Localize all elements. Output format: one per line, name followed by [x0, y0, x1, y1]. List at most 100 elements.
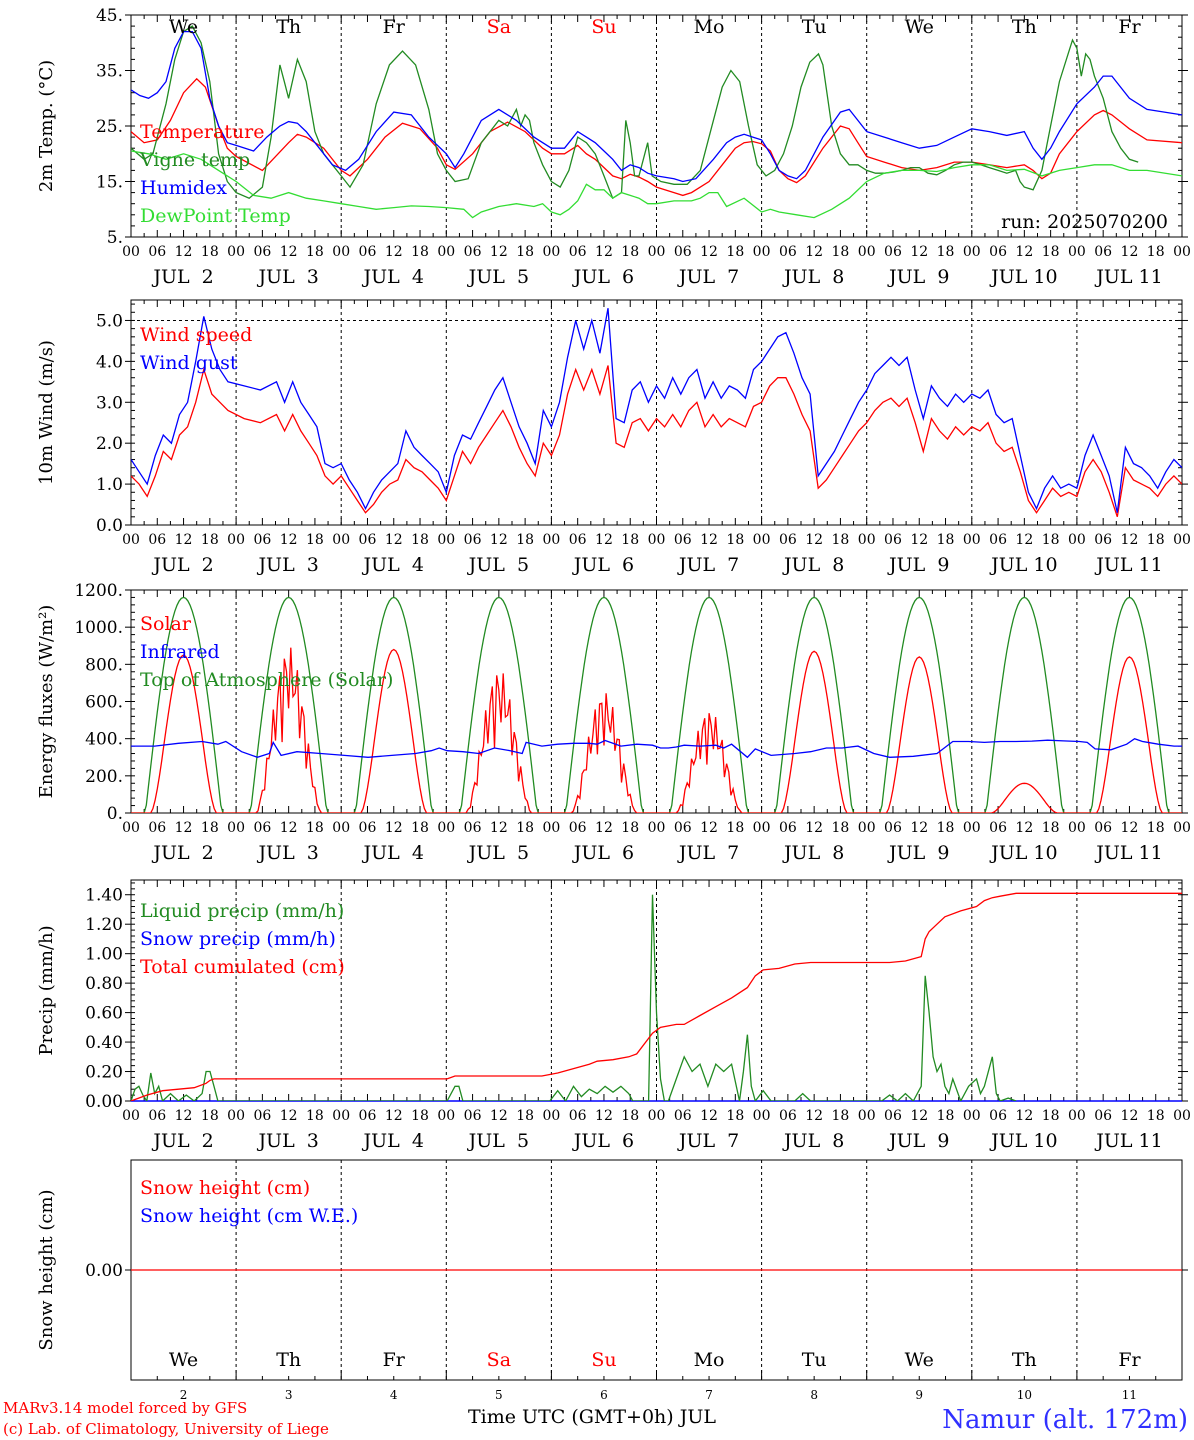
y-tick-label: 2.0 — [96, 434, 123, 454]
date-label: JUL 8 — [782, 842, 844, 864]
hour-label: 06 — [779, 1108, 797, 1124]
series-line — [131, 308, 1182, 513]
hour-label: 06 — [779, 820, 797, 836]
hour-label: 00 — [1068, 532, 1086, 548]
hour-label: 06 — [569, 820, 587, 836]
hour-label: 00 — [963, 1108, 981, 1124]
hour-label: 12 — [385, 532, 403, 548]
panel-frame — [130, 299, 1183, 526]
hour-label: 06 — [464, 1108, 482, 1124]
hour-label: 18 — [1042, 820, 1060, 836]
y-tick-label: 1.00 — [85, 945, 123, 965]
hour-label: 00 — [122, 532, 140, 548]
model-credit: MARv3.14 model forced by GFS — [3, 1399, 247, 1417]
hour-label: 00 — [1068, 244, 1086, 260]
hour-label: 12 — [910, 532, 928, 548]
station-label: Namur (alt. 172m) — [942, 1405, 1188, 1435]
hour-label: 00 — [332, 1108, 350, 1124]
hour-label: 00 — [332, 244, 350, 260]
legend-item: DewPoint Temp — [140, 205, 291, 227]
date-label: JUL 9 — [887, 1130, 949, 1152]
y-tick-label: 0.80 — [85, 974, 123, 994]
weekday-label: Mo — [694, 1349, 725, 1371]
series-line — [131, 150, 1182, 219]
hour-label: 00 — [753, 820, 771, 836]
series-line — [131, 30, 1182, 183]
hour-label: 18 — [201, 532, 219, 548]
hour-label: 06 — [253, 1108, 271, 1124]
date-label: JUL 9 — [887, 554, 949, 576]
date-label: JUL 10 — [989, 1130, 1057, 1152]
hour-label: 18 — [306, 820, 324, 836]
time-axis-label: Time UTC (GMT+0h) JUL — [468, 1406, 716, 1428]
date-label: JUL 6 — [572, 842, 634, 864]
run-label: run: 2025070200 — [1001, 211, 1168, 233]
y-tick-label: 0.00 — [85, 1092, 123, 1112]
y-tick-label: 400. — [85, 730, 123, 750]
y-tick-label: 25. — [96, 117, 123, 137]
y-tick-label: 5. — [107, 228, 123, 248]
hour-label: 00 — [858, 1108, 876, 1124]
y-axis-label: Energy fluxes (W/m²) — [36, 605, 57, 799]
weekday-label: Fr — [383, 16, 406, 38]
hour-label: 12 — [175, 1108, 193, 1124]
hour-label: 12 — [385, 820, 403, 836]
weekday-label: Su — [591, 16, 616, 38]
hour-label: 06 — [1094, 820, 1112, 836]
legend-item: Temperature — [140, 121, 264, 143]
hour-label: 18 — [621, 820, 639, 836]
hour-label: 12 — [700, 532, 718, 548]
y-tick-label: 3.0 — [96, 393, 123, 413]
hour-label: 00 — [1173, 532, 1191, 548]
legend-item: Snow height (cm W.E.) — [140, 1205, 358, 1227]
hour-label: 12 — [595, 820, 613, 836]
hour-label: 18 — [201, 244, 219, 260]
hour-label: 00 — [227, 244, 245, 260]
hour-label: 00 — [648, 244, 666, 260]
hour-label: 18 — [411, 244, 429, 260]
date-label: JUL 5 — [467, 842, 529, 864]
panel-1: 5. 15. 25. 35. 45. 2m Temp. (°C) 00 06 12 18 JUL 2… — [36, 6, 1191, 288]
date-label: JUL 6 — [572, 554, 634, 576]
series-line — [131, 25, 1139, 200]
hour-label: 06 — [884, 244, 902, 260]
weekday-label: Fr — [383, 1349, 406, 1371]
hour-label: 00 — [1068, 820, 1086, 836]
hour-label: 12 — [910, 244, 928, 260]
weekday-label: Sa — [487, 1349, 511, 1371]
hour-label: 06 — [1094, 1108, 1112, 1124]
lab-credit: (c) Lab. of Climatology, University of L… — [3, 1420, 329, 1438]
hour-label: 06 — [359, 820, 377, 836]
hour-label: 06 — [569, 532, 587, 548]
hour-label: 12 — [1015, 532, 1033, 548]
hour-label: 00 — [1068, 1108, 1086, 1124]
day-number-label: 4 — [390, 1388, 398, 1402]
hour-label: 06 — [674, 1108, 692, 1124]
hour-label: 06 — [674, 532, 692, 548]
date-label: JUL 7 — [677, 554, 739, 576]
hour-label: 18 — [1147, 244, 1165, 260]
weekday-label: Th — [276, 16, 301, 38]
hour-label: 18 — [937, 820, 955, 836]
date-label: JUL 11 — [1094, 266, 1162, 288]
hour-label: 18 — [1042, 244, 1060, 260]
hour-label: 00 — [963, 532, 981, 548]
weekday-label: Tu — [802, 16, 827, 38]
hour-label: 06 — [253, 532, 271, 548]
hour-label: 12 — [910, 820, 928, 836]
hour-label: 00 — [753, 244, 771, 260]
panel-5: 0.00 Snow height (cm) Snow height (cm) Snow… — [36, 1159, 1188, 1402]
hour-label: 00 — [1173, 244, 1191, 260]
hour-label: 18 — [516, 244, 534, 260]
y-tick-label: 1.0 — [96, 475, 123, 495]
day-number-label: 10 — [1017, 1388, 1032, 1402]
hour-label: 06 — [464, 244, 482, 260]
hour-label: 12 — [805, 820, 823, 836]
date-label: JUL 4 — [362, 554, 424, 576]
hour-label: 06 — [779, 244, 797, 260]
y-tick-label: 35. — [96, 62, 123, 82]
hour-label: 06 — [464, 820, 482, 836]
hour-label: 00 — [542, 244, 560, 260]
legend-item: Total cumulated (cm) — [140, 956, 345, 978]
hour-label: 12 — [175, 532, 193, 548]
